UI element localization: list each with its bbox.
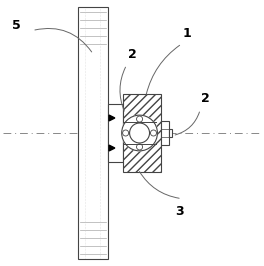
Text: 2: 2 [128,48,136,61]
Bar [169,129,172,137]
Text: 1: 1 [183,27,191,40]
Circle shape [122,115,157,151]
Text: 5: 5 [12,19,21,32]
Text: 3: 3 [175,205,183,218]
Polygon shape [109,115,115,121]
Bar [123,94,161,172]
Text: 2: 2 [201,92,210,105]
Bar [108,104,123,162]
Polygon shape [109,145,115,151]
Bar [78,7,108,259]
Bar [161,120,169,146]
